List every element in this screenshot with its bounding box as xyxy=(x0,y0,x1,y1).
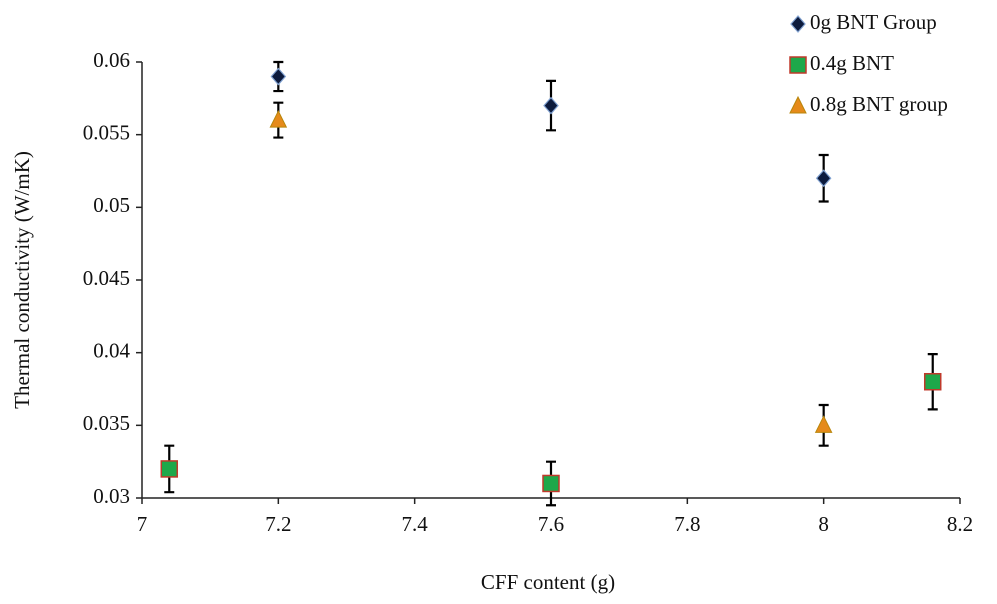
y-tick-label: 0.05 xyxy=(93,193,130,217)
point xyxy=(270,67,287,86)
legend-label: 0.8g BNT group xyxy=(810,92,948,116)
y-tick-label: 0.035 xyxy=(83,411,130,435)
x-axis-title: CFF content (g) xyxy=(481,570,615,594)
x-tick-label: 8.2 xyxy=(947,512,973,536)
point xyxy=(923,372,942,391)
point xyxy=(542,474,560,493)
point xyxy=(815,169,832,188)
legend-marker xyxy=(790,15,806,33)
y-tick-label: 0.04 xyxy=(93,338,130,362)
legend-label: 0.4g BNT xyxy=(810,51,894,75)
legend-label: 0g BNT Group xyxy=(810,10,937,34)
x-tick-label: 7 xyxy=(137,512,148,536)
x-tick-label: 7.2 xyxy=(265,512,291,536)
y-tick-label: 0.055 xyxy=(83,120,130,144)
y-tick-label: 0.045 xyxy=(83,266,130,290)
y-axis-title: Thermal conductivity (W/mK) xyxy=(10,151,34,409)
y-tick-label: 0.06 xyxy=(93,48,130,72)
legend-marker xyxy=(789,56,807,74)
y-tick-label: 0.03 xyxy=(93,484,130,508)
x-tick-label: 7.8 xyxy=(674,512,700,536)
x-tick-label: 7.4 xyxy=(402,512,429,536)
x-tick-label: 7.6 xyxy=(538,512,564,536)
point xyxy=(160,460,179,478)
legend-marker xyxy=(789,95,807,114)
point xyxy=(814,415,833,433)
point xyxy=(543,96,559,115)
x-tick-label: 8 xyxy=(818,512,829,536)
point xyxy=(269,110,288,128)
